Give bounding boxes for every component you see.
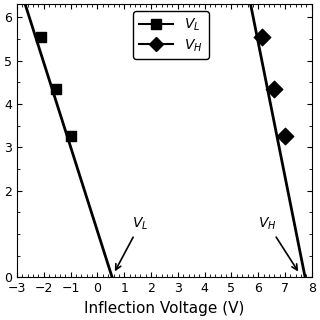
Text: $V_L$: $V_L$ xyxy=(116,216,148,270)
Point xyxy=(272,86,277,91)
Point xyxy=(68,134,73,139)
Point xyxy=(260,34,265,39)
Point xyxy=(39,34,44,39)
X-axis label: Inflection Voltage (V): Inflection Voltage (V) xyxy=(84,301,244,316)
Legend: $V_L$, $V_H$: $V_L$, $V_H$ xyxy=(133,11,209,59)
Point xyxy=(53,86,59,91)
Point xyxy=(283,134,288,139)
Text: $V_H$: $V_H$ xyxy=(258,216,297,270)
